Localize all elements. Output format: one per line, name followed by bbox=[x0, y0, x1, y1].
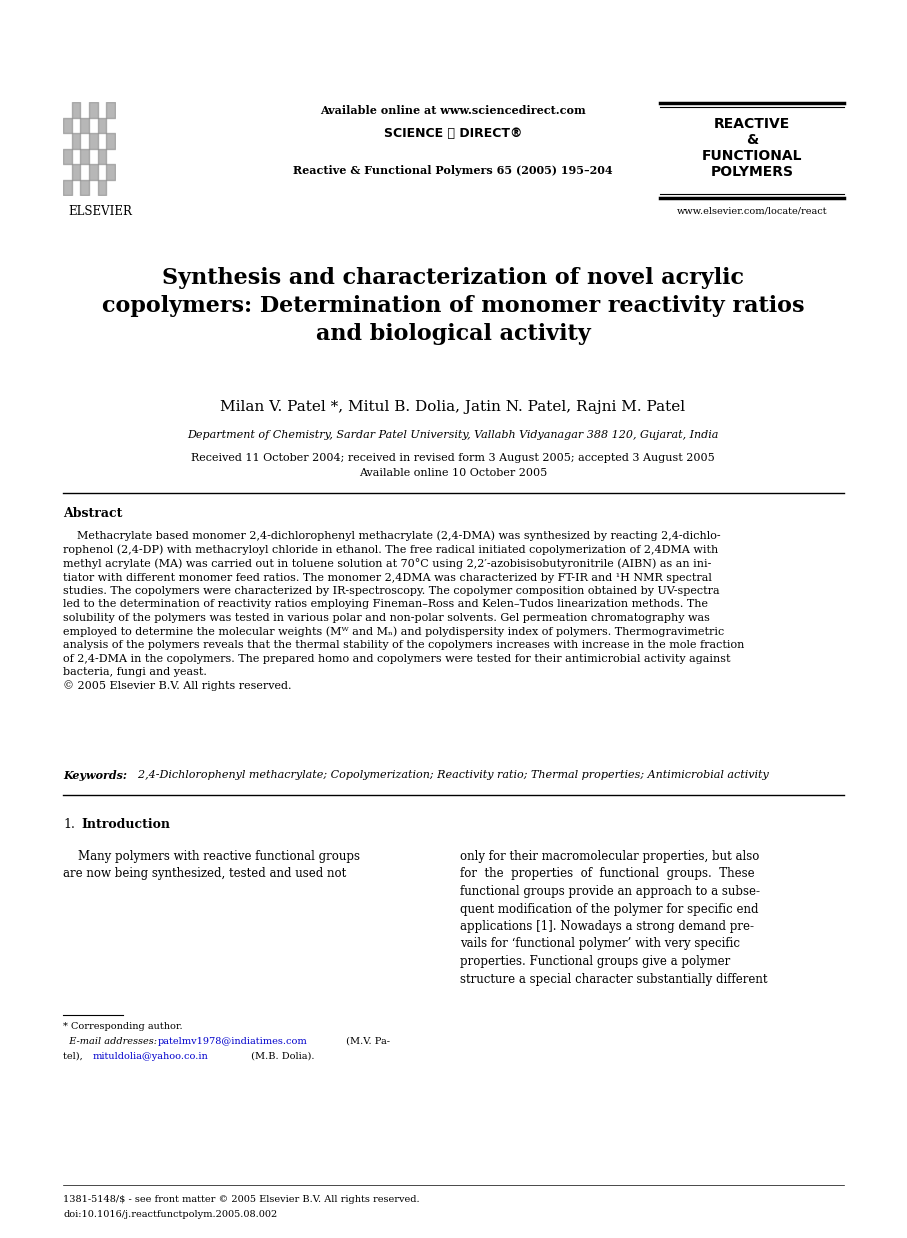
Text: mituldolia@yahoo.co.in: mituldolia@yahoo.co.in bbox=[93, 1052, 209, 1061]
Text: 2,4-Dichlorophenyl methacrylate; Copolymerization; Reactivity ratio; Thermal pro: 2,4-Dichlorophenyl methacrylate; Copolym… bbox=[131, 770, 769, 780]
Text: Available online at www.sciencedirect.com: Available online at www.sciencedirect.co… bbox=[320, 105, 586, 116]
Text: www.elsevier.com/locate/react: www.elsevier.com/locate/react bbox=[677, 206, 827, 215]
Text: POLYMERS: POLYMERS bbox=[710, 165, 794, 180]
Text: patelmv1978@indiatimes.com: patelmv1978@indiatimes.com bbox=[158, 1037, 307, 1046]
Text: REACTIVE: REACTIVE bbox=[714, 118, 790, 131]
Text: tel),: tel), bbox=[63, 1052, 86, 1061]
Text: * Corresponding author.: * Corresponding author. bbox=[63, 1023, 182, 1031]
Text: 1381-5148/$ - see front matter © 2005 Elsevier B.V. All rights reserved.: 1381-5148/$ - see front matter © 2005 El… bbox=[63, 1195, 420, 1205]
Text: (M.V. Pa-: (M.V. Pa- bbox=[343, 1037, 390, 1046]
Text: Many polymers with reactive functional groups
are now being synthesized, tested : Many polymers with reactive functional g… bbox=[63, 851, 360, 880]
Text: E-mail addresses:: E-mail addresses: bbox=[63, 1037, 161, 1046]
Text: Synthesis and characterization of novel acrylic
copolymers: Determination of mon: Synthesis and characterization of novel … bbox=[102, 267, 805, 345]
Text: &: & bbox=[746, 132, 758, 147]
Text: only for their macromolecular properties, but also
for  the  properties  of  fun: only for their macromolecular properties… bbox=[460, 851, 767, 985]
Text: Reactive & Functional Polymers 65 (2005) 195–204: Reactive & Functional Polymers 65 (2005)… bbox=[293, 165, 613, 176]
Text: (M.B. Dolia).: (M.B. Dolia). bbox=[248, 1052, 315, 1061]
Text: Available online 10 October 2005: Available online 10 October 2005 bbox=[359, 468, 547, 478]
Text: Milan V. Patel *, Mitul B. Dolia, Jatin N. Patel, Rajni M. Patel: Milan V. Patel *, Mitul B. Dolia, Jatin … bbox=[220, 400, 686, 413]
Text: FUNCTIONAL: FUNCTIONAL bbox=[702, 149, 803, 163]
Text: Methacrylate based monomer 2,4-dichlorophenyl methacrylate (2,4-DMA) was synthes: Methacrylate based monomer 2,4-dichlorop… bbox=[63, 530, 745, 692]
Text: Keywords:: Keywords: bbox=[63, 770, 127, 781]
Text: doi:10.1016/j.reactfunctpolym.2005.08.002: doi:10.1016/j.reactfunctpolym.2005.08.00… bbox=[63, 1210, 278, 1219]
Text: Introduction: Introduction bbox=[81, 818, 170, 831]
Text: SCIENCE ⓐ DIRECT®: SCIENCE ⓐ DIRECT® bbox=[384, 128, 522, 140]
Text: Department of Chemistry, Sardar Patel University, Vallabh Vidyanagar 388 120, Gu: Department of Chemistry, Sardar Patel Un… bbox=[188, 430, 718, 439]
Text: Received 11 October 2004; received in revised form 3 August 2005; accepted 3 Aug: Received 11 October 2004; received in re… bbox=[191, 453, 715, 463]
Text: 1.: 1. bbox=[63, 818, 75, 831]
Text: Abstract: Abstract bbox=[63, 508, 122, 520]
Text: ELSEVIER: ELSEVIER bbox=[68, 206, 132, 218]
